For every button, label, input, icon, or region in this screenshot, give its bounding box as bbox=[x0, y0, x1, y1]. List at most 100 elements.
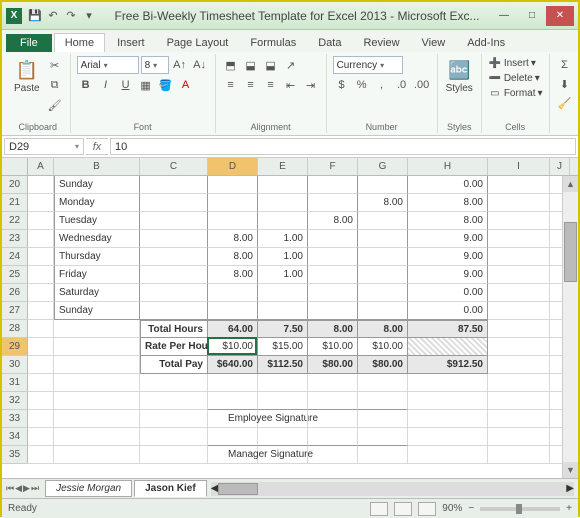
font-color-button[interactable]: A bbox=[177, 76, 195, 94]
cell[interactable] bbox=[140, 374, 208, 392]
cell[interactable] bbox=[54, 338, 140, 356]
cell[interactable] bbox=[488, 374, 550, 392]
cell[interactable] bbox=[258, 176, 308, 194]
cell[interactable] bbox=[488, 446, 550, 464]
rowh-33[interactable]: 33 bbox=[2, 410, 28, 428]
cell[interactable]: $10.00 bbox=[308, 338, 358, 356]
cell[interactable] bbox=[54, 320, 140, 338]
cell[interactable] bbox=[258, 284, 308, 302]
minimize-button[interactable]: — bbox=[490, 6, 518, 26]
italic-button[interactable]: I bbox=[97, 76, 115, 94]
grid-body[interactable]: 20Sunday0.0021Monday8.008.0022Tuesday8.0… bbox=[2, 176, 578, 464]
scroll-up-icon[interactable]: ▲ bbox=[563, 176, 578, 192]
cell[interactable] bbox=[54, 392, 140, 410]
cell[interactable]: 8.00 bbox=[208, 266, 258, 284]
cell[interactable] bbox=[28, 374, 54, 392]
rowh-32[interactable]: 32 bbox=[2, 392, 28, 410]
cell[interactable]: 1.00 bbox=[258, 266, 308, 284]
cell[interactable]: 8.00 bbox=[308, 320, 358, 338]
cell[interactable] bbox=[408, 410, 488, 428]
sheet-nav-last-icon[interactable]: ⏭ bbox=[31, 483, 39, 494]
tab-insert[interactable]: Insert bbox=[107, 34, 155, 52]
rowh-27[interactable]: 27 bbox=[2, 302, 28, 320]
cell[interactable] bbox=[28, 446, 54, 464]
font-name-combo[interactable]: Arial bbox=[77, 56, 139, 74]
cell[interactable] bbox=[208, 374, 258, 392]
colh-D[interactable]: D bbox=[208, 158, 258, 175]
cell[interactable]: 8.00 bbox=[208, 230, 258, 248]
cell[interactable] bbox=[358, 266, 408, 284]
cell[interactable] bbox=[488, 212, 550, 230]
cell[interactable] bbox=[28, 392, 54, 410]
undo-icon[interactable]: ↶ bbox=[46, 9, 60, 23]
rowh-26[interactable]: 26 bbox=[2, 284, 28, 302]
cell[interactable] bbox=[208, 284, 258, 302]
zoom-slider[interactable] bbox=[480, 507, 560, 511]
cell[interactable] bbox=[208, 176, 258, 194]
rowh-20[interactable]: 20 bbox=[2, 176, 28, 194]
align-right-icon[interactable]: ≡ bbox=[262, 76, 280, 94]
cell[interactable]: $112.50 bbox=[258, 356, 308, 374]
decrease-font-icon[interactable]: A↓ bbox=[191, 56, 209, 74]
hscroll-right-icon[interactable]: ▶ bbox=[566, 483, 574, 494]
name-box[interactable]: D29 bbox=[4, 138, 84, 155]
cell[interactable]: 9.00 bbox=[408, 266, 488, 284]
cell[interactable]: $80.00 bbox=[308, 356, 358, 374]
bold-button[interactable]: B bbox=[77, 76, 95, 94]
cell[interactable]: 7.50 bbox=[258, 320, 308, 338]
hscroll-left-icon[interactable]: ◀ bbox=[211, 483, 219, 494]
sheet-tab-2[interactable]: Jason Kief bbox=[134, 480, 207, 497]
cell[interactable]: 0.00 bbox=[408, 284, 488, 302]
cell[interactable] bbox=[28, 302, 54, 320]
cell[interactable]: $10.00 bbox=[208, 338, 258, 356]
rowh-22[interactable]: 22 bbox=[2, 212, 28, 230]
cell[interactable] bbox=[488, 338, 550, 356]
cell[interactable] bbox=[140, 392, 208, 410]
cell[interactable] bbox=[358, 284, 408, 302]
normal-view-button[interactable] bbox=[370, 502, 388, 516]
number-format-combo[interactable]: Currency bbox=[333, 56, 403, 74]
tab-addins[interactable]: Add-Ins bbox=[457, 34, 515, 52]
horizontal-scrollbar[interactable]: ◀ ▶ bbox=[211, 482, 574, 496]
cell[interactable] bbox=[408, 446, 488, 464]
page-break-view-button[interactable] bbox=[418, 502, 436, 516]
tab-home[interactable]: Home bbox=[54, 33, 105, 52]
page-layout-view-button[interactable] bbox=[394, 502, 412, 516]
cut-icon[interactable]: ✂ bbox=[46, 56, 64, 74]
cell[interactable] bbox=[488, 230, 550, 248]
cell[interactable] bbox=[488, 266, 550, 284]
cell[interactable] bbox=[258, 410, 308, 428]
cell[interactable] bbox=[140, 176, 208, 194]
cell[interactable] bbox=[358, 248, 408, 266]
vertical-scrollbar[interactable]: ▲ ▼ bbox=[562, 176, 578, 478]
tab-formulas[interactable]: Formulas bbox=[240, 34, 306, 52]
cell[interactable] bbox=[308, 266, 358, 284]
rowh-25[interactable]: 25 bbox=[2, 266, 28, 284]
cell[interactable] bbox=[140, 446, 208, 464]
cell[interactable]: 8.00 bbox=[358, 194, 408, 212]
cell[interactable] bbox=[54, 374, 140, 392]
cell[interactable] bbox=[140, 428, 208, 446]
format-painter-icon[interactable]: 🖌 bbox=[46, 96, 64, 114]
cell[interactable]: 9.00 bbox=[408, 230, 488, 248]
cell[interactable] bbox=[408, 392, 488, 410]
cell[interactable] bbox=[308, 176, 358, 194]
cell[interactable]: 8.00 bbox=[208, 248, 258, 266]
cell[interactable] bbox=[358, 230, 408, 248]
cell[interactable]: $80.00 bbox=[358, 356, 408, 374]
copy-icon[interactable]: ⧉ bbox=[46, 76, 64, 94]
cell[interactable] bbox=[258, 428, 308, 446]
cell[interactable] bbox=[258, 392, 308, 410]
cell[interactable]: 0.00 bbox=[408, 176, 488, 194]
qat-dropdown-icon[interactable]: ▾ bbox=[82, 9, 96, 23]
cell[interactable] bbox=[140, 194, 208, 212]
cell[interactable] bbox=[358, 410, 408, 428]
sheet-nav-first-icon[interactable]: ⏮ bbox=[6, 483, 14, 494]
cell[interactable] bbox=[54, 356, 140, 374]
currency-icon[interactable]: $ bbox=[333, 76, 351, 94]
decrease-decimal-icon[interactable]: .00 bbox=[413, 76, 431, 94]
cell[interactable] bbox=[488, 320, 550, 338]
cell[interactable] bbox=[140, 266, 208, 284]
formula-input[interactable]: 10 bbox=[110, 138, 576, 155]
cell[interactable]: Sunday bbox=[54, 302, 140, 320]
